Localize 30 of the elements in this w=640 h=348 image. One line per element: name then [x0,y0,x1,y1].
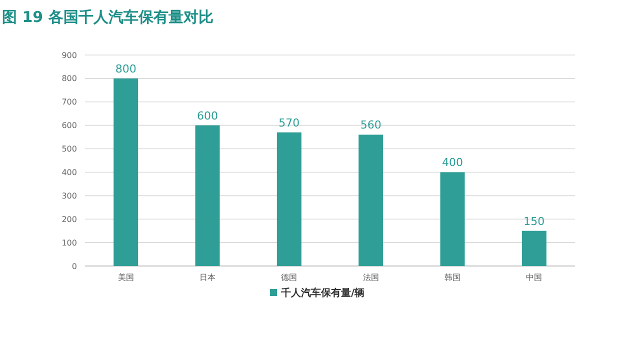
y-tick-label: 800 [62,74,77,84]
x-tick-label: 韩国 [444,273,460,282]
x-tick-label: 日本 [200,273,216,282]
y-tick-label: 0 [72,262,77,271]
x-tick-label: 德国 [281,273,298,282]
bar [195,125,220,266]
y-tick-label: 400 [62,168,77,178]
y-tick-label: 200 [62,214,77,224]
bar [358,134,384,266]
data-label: 600 [197,109,218,122]
data-label: 400 [442,156,463,170]
y-tick-label: 500 [62,144,77,154]
y-tick-label: 100 [62,238,77,248]
y-tick-label: 300 [62,191,77,200]
x-tick-label: 中国 [526,273,542,282]
legend-label: 千人汽车保有量/辆 [280,287,365,299]
chart-title: 图 19 各国千人汽车保有量对比 [2,8,214,26]
y-tick-label: 600 [62,121,77,130]
data-label: 560 [360,118,382,132]
y-tick-label: 700 [62,98,77,107]
x-tick-label: 法国 [362,273,379,282]
data-label: 800 [115,62,136,76]
bar [522,230,546,266]
bar [276,132,302,266]
data-label: 150 [524,214,545,228]
x-tick-label: 美国 [118,273,134,282]
bar [114,78,138,266]
bar [440,172,465,266]
y-tick-label: 900 [62,50,77,60]
data-label: 570 [278,116,300,130]
